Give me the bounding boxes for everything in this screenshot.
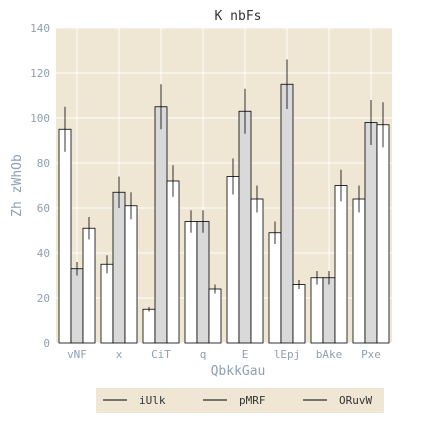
bar-pMRF-q [196,221,210,344]
y-tick-label-5: 100 [30,112,50,125]
y-axis-label: Zh zWhOb [10,154,25,217]
x-tick-label-3: q [200,348,207,361]
bar-ORuvW-lEpj [292,284,306,344]
bar-iUlk-q [184,221,198,344]
legend-label-ORuvW: ORuvW [339,394,372,407]
bar-pMRF-bAke [322,277,336,344]
bar-iUlk-bAke [310,277,324,344]
x-tick-label-4: E [242,348,249,361]
bar-pMRF-vNF [70,268,84,344]
bar-iUlk-x [100,263,114,344]
y-axis-ticks: 0 20 40 60 80 100 120 140 [30,22,50,350]
legend-box [96,388,384,413]
bar-pMRF-Pxe [364,122,378,344]
x-tick-label-2: CiT [151,348,171,361]
bar-pMRF-x [112,191,126,344]
bar-pMRF-CiT [154,106,168,344]
chart-title: K nbFs [215,9,262,24]
x-axis-label: QbkkGau [211,364,266,379]
bar-ORuvW-bAke [334,185,348,344]
bar-iUlk-Pxe [352,198,366,344]
bar-ORuvW-E [250,198,264,344]
legend-label-iUlk: iUlk [139,394,166,407]
y-tick-label-7: 140 [30,22,50,35]
bar-ORuvW-CiT [166,180,180,344]
bar-pMRF-lEpj [280,83,294,344]
bar-iUlk-E [226,176,240,344]
bar-ORuvW-Pxe [376,124,390,344]
bar-iUlk-CiT [142,308,156,344]
bar-iUlk-lEpj [268,232,282,344]
x-tick-label-5: lEpj [274,348,301,361]
y-tick-label-6: 120 [30,67,50,80]
y-tick-label-3: 60 [37,202,50,215]
y-tick-label-2: 40 [37,247,50,260]
bar-iUlk-vNF [58,128,72,344]
y-tick-label-1: 20 [37,292,50,305]
legend: iUlk pMRF ORuvW [96,388,384,413]
x-tick-label-6: bAke [316,348,343,361]
bars [58,59,390,344]
bar-pMRF-E [238,110,252,344]
bar-ORuvW-x [124,205,138,344]
y-tick-label-4: 80 [37,157,50,170]
legend-label-pMRF: pMRF [239,394,266,407]
x-tick-label-1: x [116,348,123,361]
bar-ORuvW-q [208,288,222,344]
x-tick-label-0: vNF [67,348,87,361]
x-tick-label-7: Pxe [361,348,381,361]
bar-ORuvW-vNF [82,227,96,344]
y-tick-label-0: 0 [43,337,50,350]
